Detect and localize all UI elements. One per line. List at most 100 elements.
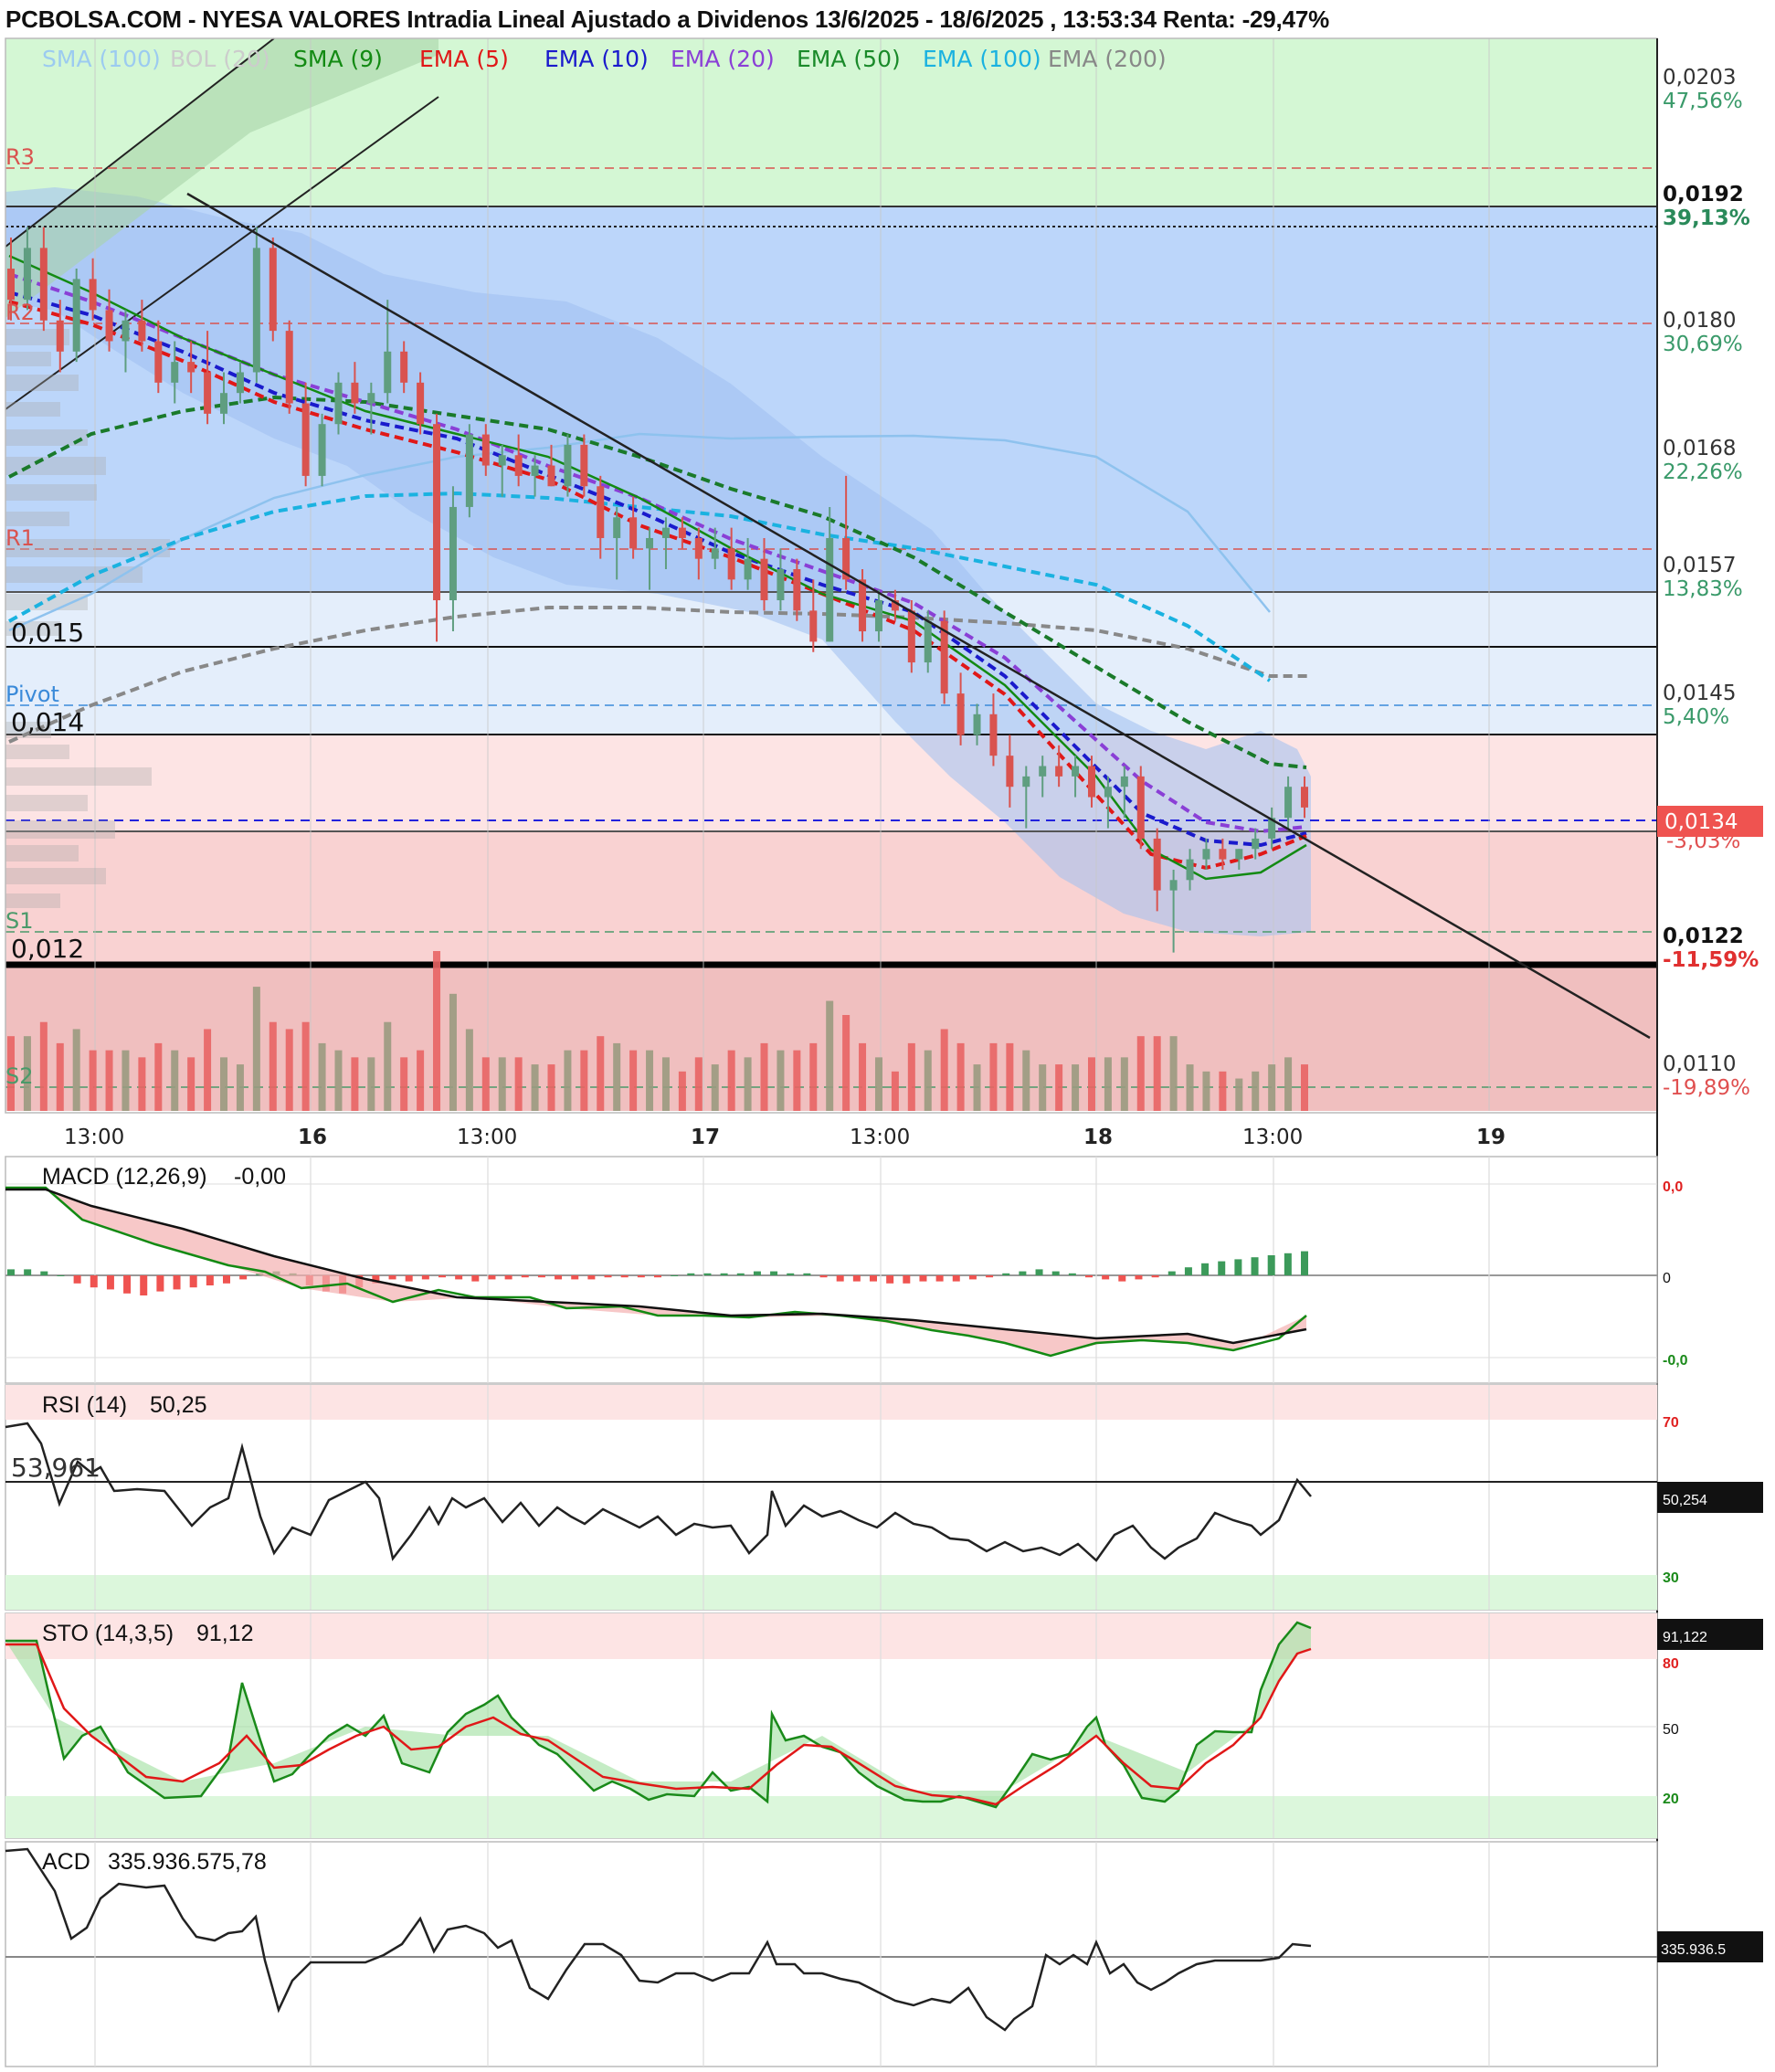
sto-ytick-80: 80: [1663, 1656, 1679, 1672]
sto-panel: STO (14,3,5) 91,12 91,122 80 50 20: [5, 1612, 1763, 1839]
macd-histogram-bar: [1019, 1271, 1027, 1275]
r1-label: R1: [5, 525, 35, 551]
volume-bar: [940, 1029, 948, 1111]
volume-bar: [989, 1042, 998, 1111]
macd-histogram-bar: [952, 1275, 960, 1282]
volume-bar: [1219, 1071, 1227, 1111]
volume-bar: [269, 1021, 277, 1111]
candle-body: [661, 527, 670, 538]
volume-bar: [187, 1057, 195, 1111]
volume-profile: [5, 329, 170, 908]
rsi-line: [5, 1422, 1312, 1562]
volume-bar: [1104, 1057, 1112, 1111]
rsi-panel: RSI (14) 50,25 53,961 70 30 50,254: [5, 1384, 1763, 1611]
volume-bar: [236, 1064, 244, 1111]
candle-body: [1301, 787, 1308, 808]
volume-bar: [564, 1050, 572, 1111]
macd-panel: MACD (12,26,9) -0,00 0,0 0 -0,0: [5, 1156, 1688, 1384]
macd-histogram-bar: [1234, 1259, 1242, 1275]
price-panel: SMA (100) BOL (20) SMA (9) EMA (5) EMA (…: [5, 37, 1657, 1111]
macd-histogram-bar: [471, 1275, 480, 1282]
macd-ytick-1: 0: [1663, 1271, 1671, 1286]
candle-body: [1252, 838, 1260, 850]
candle-body: [417, 382, 425, 425]
candle-body: [727, 548, 735, 580]
s2-label: S2: [5, 1063, 34, 1089]
candle-body: [924, 620, 932, 663]
candle-body: [351, 382, 359, 404]
macd-ytick-2: -0,0: [1663, 1353, 1688, 1369]
volume-bar: [891, 1071, 899, 1111]
macd-histogram-bar: [372, 1275, 380, 1284]
candle-body: [1202, 849, 1210, 860]
candle-body: [23, 248, 31, 301]
volume-bar: [859, 1042, 867, 1111]
ytick-pct-3: 22,26%: [1663, 460, 1743, 484]
zone-pink-2: [5, 831, 1657, 965]
macd-histogram-bar: [239, 1275, 248, 1280]
volume-bar: [924, 1050, 932, 1111]
volume-bar: [220, 1057, 228, 1111]
volume-bar: [481, 1057, 490, 1111]
acd-panel: ACD 335.936.575,78 335.936.5: [5, 1841, 1763, 2067]
candle-body: [7, 269, 15, 301]
candle-body: [547, 465, 555, 487]
candle-body: [760, 558, 768, 601]
zone-pink: [5, 735, 1657, 831]
volume-bar: [973, 1064, 981, 1111]
macd-histogram-bar: [671, 1275, 679, 1276]
legend: SMA (100) BOL (20) SMA (9) EMA (5) EMA (…: [42, 46, 1167, 72]
volume-bar: [1169, 1036, 1178, 1111]
candle-body: [367, 393, 375, 404]
macd-histogram-bar: [571, 1275, 579, 1280]
macd-histogram-bar: [968, 1275, 977, 1280]
macd-histogram-bar: [1118, 1275, 1126, 1282]
volume-bar: [661, 1057, 670, 1111]
legend-ema5: EMA (5): [419, 46, 509, 72]
xtick-5: 18: [1083, 1126, 1113, 1149]
s1-label: S1: [5, 908, 34, 934]
volume-bar: [580, 1050, 588, 1111]
volume-bar: [138, 1057, 146, 1111]
macd-histogram-bar: [819, 1275, 828, 1278]
candle-body: [334, 382, 343, 425]
macd-histogram-bar: [388, 1275, 396, 1280]
volume-bar: [907, 1042, 915, 1111]
page-title: PCBOLSA.COM - NYESA VALORES Intradia Lin…: [5, 5, 1330, 33]
candle-body: [1268, 818, 1276, 839]
downtrend-line: [186, 192, 1651, 1040]
candle-body: [514, 455, 523, 476]
volume-bar: [547, 1064, 555, 1111]
level-014-label: 0,014: [11, 707, 84, 737]
rsi-value: 50,25: [150, 1392, 207, 1418]
volume-bar: [1186, 1064, 1194, 1111]
volume-bar: [351, 1057, 359, 1111]
candle-body: [678, 527, 686, 538]
macd-histogram-bar: [903, 1275, 911, 1284]
macd-histogram-bar: [604, 1275, 612, 1278]
macd-histogram-bar: [7, 1269, 15, 1275]
macd-histogram-bar: [537, 1275, 545, 1278]
candle-body: [1039, 766, 1047, 777]
volume-bar: [1202, 1071, 1210, 1111]
volume-bar: [23, 1036, 31, 1111]
candle-body: [1235, 849, 1243, 860]
macd-histogram-bar: [1284, 1253, 1292, 1275]
volume-bar: [154, 1042, 163, 1111]
legend-bol20: BOL (20): [170, 46, 270, 72]
macd-histogram-bar: [504, 1275, 512, 1280]
sto-last-tag: [1657, 1619, 1763, 1650]
volume-bar: [498, 1057, 506, 1111]
candle-body: [1104, 787, 1112, 798]
candle-body: [1169, 880, 1178, 891]
candle-body: [629, 517, 638, 549]
macd-histogram-bar: [40, 1271, 48, 1275]
ytick-pct-2: 30,69%: [1663, 333, 1743, 356]
ytick-5: 0,0145: [1663, 682, 1736, 705]
volume-bar: [613, 1042, 621, 1111]
candle-body: [1284, 787, 1293, 819]
volume-bar: [89, 1050, 97, 1111]
volume-bar: [449, 993, 457, 1111]
volume-bar: [956, 1042, 965, 1111]
volume-bar: [122, 1050, 130, 1111]
